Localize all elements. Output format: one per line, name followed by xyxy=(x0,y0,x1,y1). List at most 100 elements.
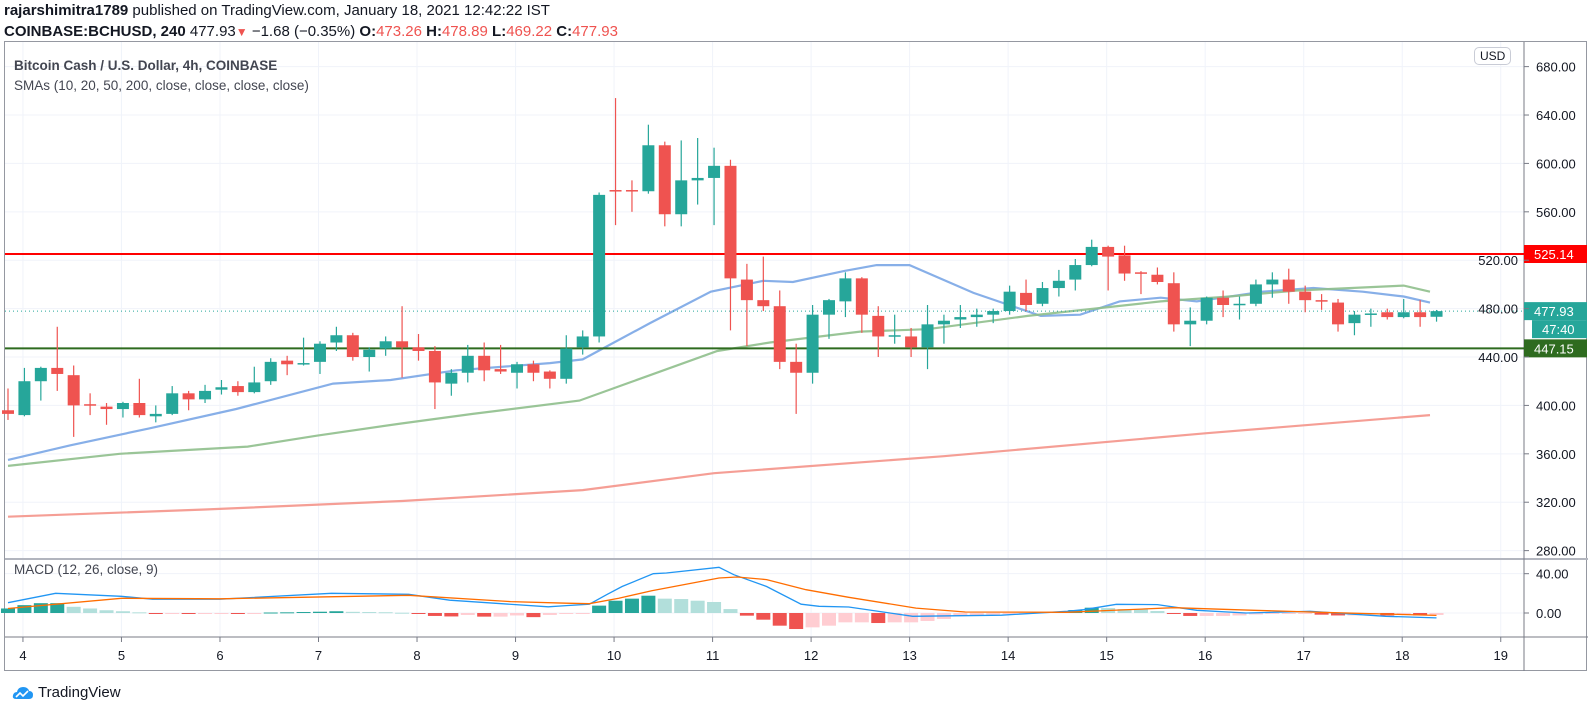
macd-histogram-bar xyxy=(1002,613,1017,614)
candle-down xyxy=(478,355,491,371)
candle-up xyxy=(18,381,31,416)
candle-down xyxy=(658,145,671,215)
signal-line xyxy=(7,576,1437,617)
currency-button[interactable]: USD xyxy=(1474,47,1512,65)
candle-down xyxy=(724,165,737,279)
y-tick-label: 680.00 xyxy=(1536,60,1576,75)
candle-up xyxy=(199,390,212,400)
macd-histogram-bar xyxy=(674,599,689,613)
macd-histogram-bar xyxy=(214,613,229,614)
triangle-down-icon: ▼ xyxy=(235,25,248,39)
candle-up xyxy=(1249,284,1262,304)
x-tick-label: 10 xyxy=(607,648,621,663)
sma-legend[interactable]: SMAs (10, 20, 50, 200, close, close, clo… xyxy=(14,78,309,93)
candle-up xyxy=(691,177,704,181)
candle-up xyxy=(987,311,1000,315)
sma-line-sma-200 xyxy=(7,414,1431,518)
candle-up xyxy=(116,402,129,410)
candle-up xyxy=(823,300,835,315)
macd-histogram-bar xyxy=(493,613,508,617)
candle-down xyxy=(133,402,146,416)
candle-down xyxy=(346,335,359,358)
macd-histogram-bar xyxy=(247,613,262,614)
macd-histogram-bar xyxy=(378,612,393,614)
x-tick-label: 16 xyxy=(1198,648,1212,663)
candle-up xyxy=(560,348,573,379)
brand-name: TradingView xyxy=(38,684,121,701)
candle-up xyxy=(330,335,343,343)
macd-histogram-bar xyxy=(263,612,278,614)
y-tick-label: 440.00 xyxy=(1478,350,1518,365)
sma-line-sma-50 xyxy=(7,284,1431,467)
symbol-info: COINBASE:BCHUSD, 240 477.93▼ −1.68 (−0.3… xyxy=(4,23,618,40)
candle-up xyxy=(248,382,261,393)
macd-histogram-bar xyxy=(1084,607,1099,613)
x-tick-label: 14 xyxy=(1001,648,1015,663)
candle-up xyxy=(1348,314,1361,324)
resistance-price-badge-label: 525.14 xyxy=(1534,247,1574,262)
macd-histogram-bar xyxy=(165,613,180,614)
y-tick-label: 360.00 xyxy=(1536,447,1576,462)
candle-down xyxy=(231,386,244,393)
candle-up xyxy=(379,341,392,349)
x-tick-label: 17 xyxy=(1296,648,1310,663)
macd-histogram-bar xyxy=(805,613,820,628)
macd-histogram-bar xyxy=(66,606,81,613)
macd-histogram-bar xyxy=(575,613,590,614)
candle-down xyxy=(625,190,638,192)
macd-legend[interactable]: MACD (12, 26, close, 9) xyxy=(14,562,159,577)
macd-histogram-bar xyxy=(953,613,968,616)
candle-down xyxy=(2,410,14,414)
macd-histogram-bar xyxy=(871,613,886,624)
candle-down xyxy=(790,361,803,373)
candle-down xyxy=(1282,279,1295,292)
x-tick-label: 8 xyxy=(413,648,420,663)
y-tick-label: 480.00 xyxy=(1478,302,1518,317)
macd-histogram-bar xyxy=(1248,613,1263,615)
candle-down xyxy=(281,360,294,365)
candle-up xyxy=(264,361,277,382)
candle-up xyxy=(215,387,228,390)
macd-line xyxy=(7,566,1437,619)
macd-histogram-bar xyxy=(854,613,869,623)
macd-histogram-bar xyxy=(624,598,639,613)
candle-down xyxy=(100,406,113,410)
low-label: L: xyxy=(492,23,507,40)
macd-histogram-bar xyxy=(1298,613,1313,614)
candle-up xyxy=(1003,291,1016,312)
last-price-badge xyxy=(1524,302,1587,321)
tradingview-cloud-icon xyxy=(12,686,34,699)
macd-histogram-bar xyxy=(1429,613,1444,615)
candle-up xyxy=(511,364,524,373)
macd-histogram-bar xyxy=(526,613,541,618)
x-tick-label: 11 xyxy=(706,648,720,663)
candle-down xyxy=(872,315,885,337)
macd-histogram-bar xyxy=(887,613,902,623)
candle-up xyxy=(1397,312,1410,318)
candle-up xyxy=(1069,265,1082,280)
candle-down xyxy=(1414,312,1427,318)
last-price: 477.93 xyxy=(189,23,236,40)
author-name[interactable]: rajarshimitra1789 xyxy=(4,2,129,19)
candle-down xyxy=(1332,302,1345,325)
macd-histogram-bar xyxy=(723,609,738,613)
macd-histogram-bar xyxy=(17,605,32,613)
candle-up xyxy=(806,314,819,373)
macd-histogram-bar xyxy=(920,613,935,621)
close-value: 477.93 xyxy=(572,23,618,40)
candle-up xyxy=(1430,311,1443,317)
macd-histogram-bar xyxy=(411,613,426,614)
resistance-price-badge xyxy=(1524,245,1587,263)
macd-histogram-bar xyxy=(592,605,607,613)
candle-down xyxy=(1217,297,1230,305)
macd-histogram-bar xyxy=(608,600,623,613)
macd-histogram-bar xyxy=(1396,613,1411,615)
macd-histogram-bar xyxy=(362,612,377,614)
candle-up xyxy=(576,336,589,348)
bar-countdown-badge xyxy=(1532,320,1587,339)
candle-up xyxy=(642,145,655,192)
candle-up xyxy=(970,314,983,318)
candle-down xyxy=(1102,246,1115,257)
tradingview-logo[interactable]: TradingView xyxy=(12,684,121,701)
